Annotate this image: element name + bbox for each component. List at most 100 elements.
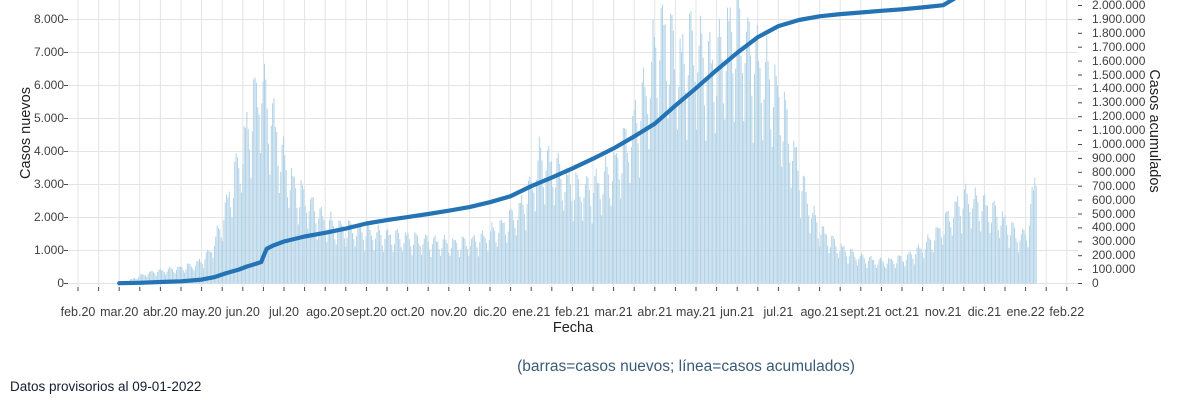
daily-cases-bar [674,69,676,284]
daily-cases-bar [358,225,360,284]
daily-cases-bar [422,244,424,284]
daily-cases-bar [499,220,501,284]
daily-cases-bar [536,179,538,284]
daily-cases-bar [855,259,857,284]
daily-cases-bar [561,200,563,284]
daily-cases-bar [375,238,376,284]
daily-cases-bar [644,86,646,284]
daily-cases-bar [315,223,317,284]
daily-cases-bar [620,198,622,284]
daily-cases-bar [797,170,799,284]
daily-cases-bar [942,244,944,284]
daily-cases-bar [907,254,909,284]
daily-cases-bar [483,236,485,284]
daily-cases-bar [996,216,998,284]
daily-cases-bar [705,140,707,284]
daily-cases-bar [230,207,232,284]
daily-cases-bar [228,191,230,284]
daily-cases-bar [138,277,140,284]
daily-cases-bar [514,227,516,284]
daily-cases-bar [177,266,179,284]
daily-cases-bar [285,170,287,284]
daily-cases-bar [226,194,228,284]
daily-cases-bar [603,171,605,284]
y-right-tick-label: 1.300.000 [1092,95,1146,110]
daily-cases-bar [721,59,723,284]
daily-cases-bar [792,160,793,284]
daily-cases-bar [396,229,398,284]
daily-cases-bar [236,157,238,284]
daily-cases-bar [427,241,429,284]
daily-cases-bar [634,100,636,284]
daily-cases-bar [552,187,554,284]
daily-cases-bar [1019,240,1021,284]
x-tick-label: mar.21 [594,305,633,319]
daily-cases-bar [988,221,990,284]
daily-cases-bar [871,259,873,284]
daily-cases-bar [392,251,394,284]
daily-cases-bar [637,143,639,284]
daily-cases-bar [985,205,987,284]
daily-cases-bar [541,160,543,284]
daily-cases-bar [384,238,386,284]
daily-cases-bar [150,271,152,284]
daily-cases-bar [213,245,215,284]
daily-cases-bar [1034,177,1036,284]
daily-cases-bar [452,238,454,284]
daily-cases-bar [777,85,779,284]
daily-cases-bar [968,203,969,284]
legend-caption: (barras=casos nuevos; línea=casos acumul… [517,358,855,375]
daily-cases-bar [880,257,881,284]
daily-cases-bar [647,113,649,284]
daily-cases-bar [974,187,976,284]
daily-cases-bar [1015,237,1017,284]
x-tick-label: feb.20 [60,305,96,319]
daily-cases-bar [805,192,807,284]
daily-cases-bar [630,146,632,284]
daily-cases-bar [652,19,654,284]
daily-cases-bar [656,97,658,284]
daily-cases-bar [583,197,585,284]
daily-cases-bar [1027,247,1029,284]
daily-cases-bar [490,231,492,284]
daily-cases-bar [940,237,942,284]
daily-cases-bar [280,171,282,284]
daily-cases-bar [755,37,757,284]
daily-cases-bar [211,252,213,284]
daily-cases-bar [838,257,839,284]
daily-cases-bar [622,127,624,284]
daily-cases-bar [625,129,627,284]
daily-cases-bar [540,147,542,284]
plot-svg [64,0,1082,291]
daily-cases-bar [740,56,742,284]
daily-cases-bar [399,239,401,284]
x-tick-label: mar.20 [100,305,139,319]
daily-cases-bar [832,235,834,284]
daily-cases-bar [329,219,330,284]
daily-cases-bar [449,255,451,284]
daily-cases-bar [697,72,699,284]
daily-cases-bar [621,173,623,284]
daily-cases-bar [756,24,758,284]
daily-cases-bar [506,242,508,284]
daily-cases-bar [649,98,651,284]
daily-cases-bar [352,232,353,284]
daily-cases-bar [430,256,432,284]
daily-cases-bar [186,263,188,284]
daily-cases-bar [617,157,619,284]
x-tick-label: ene.21 [512,305,551,319]
daily-cases-bar [664,24,666,284]
daily-cases-bar [821,225,823,284]
daily-cases-bar [475,241,477,284]
daily-cases-bar [304,206,306,284]
daily-cases-bar [333,225,335,284]
daily-cases-bar [556,158,558,284]
daily-cases-bar [713,102,715,284]
daily-cases-bar [235,153,237,284]
daily-cases-bar [875,268,877,284]
daily-cases-bar [900,255,902,284]
daily-cases-bar [966,194,968,284]
daily-cases-bar [978,221,980,284]
daily-cases-bar [682,33,684,284]
daily-cases-bar [1031,187,1033,284]
